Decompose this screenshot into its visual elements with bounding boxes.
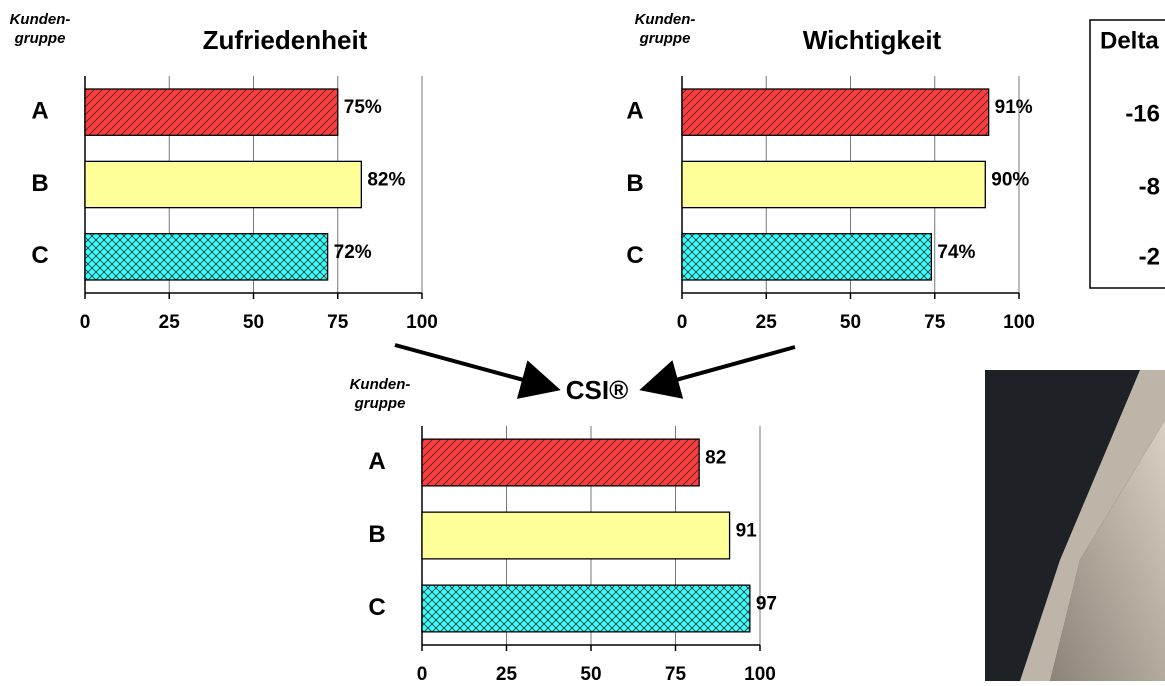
data-label: 82% [367, 170, 405, 191]
photo [985, 370, 1165, 681]
chart: CSI® Kunden-gruppe 0 25 50 75 100 A 82 B 91 C 97 [350, 375, 777, 681]
data-label: 82 [705, 448, 726, 469]
x-tick-label: 25 [159, 312, 181, 333]
y-tick-label: B [626, 170, 643, 197]
arrow [647, 347, 795, 388]
y-tick-label: C [626, 242, 643, 269]
data-label: 90% [991, 170, 1029, 191]
x-tick-label: 0 [677, 312, 688, 333]
delta-title: Delta [1100, 27, 1159, 54]
y-tick-label: A [368, 448, 385, 475]
chart-title: Zufriedenheit [203, 25, 368, 55]
y-tick-label: B [368, 521, 385, 548]
data-label: 72% [334, 242, 372, 263]
x-tick-label: 75 [924, 312, 946, 333]
bar [85, 89, 338, 135]
bar [682, 161, 985, 207]
axis-label: gruppe [639, 30, 691, 47]
delta-box: Delta -16 -8 -2 [1090, 20, 1165, 288]
page: Delta -16 -8 -2 Zufriedenheit Kunden-grup… [0, 0, 1165, 681]
x-tick-label: 50 [580, 664, 601, 681]
chart: Zufriedenheit Kunden-gruppe 0 25 50 75 100 A 75%… [10, 11, 438, 333]
y-tick-label: B [31, 170, 48, 197]
data-label: 91 [736, 521, 758, 542]
delta-value: -16 [1125, 100, 1160, 127]
x-tick-label: 75 [327, 312, 349, 333]
bar [85, 161, 361, 207]
x-tick-label: 50 [243, 312, 264, 333]
axis-label: Kunden- [635, 11, 696, 28]
axis-label: Kunden- [10, 11, 71, 28]
y-tick-label: A [31, 98, 48, 125]
x-tick-label: 100 [406, 312, 438, 333]
arrow [395, 345, 553, 388]
data-label: 75% [344, 97, 382, 118]
bar [422, 585, 750, 632]
bar [682, 234, 931, 280]
axis-label: Kunden- [350, 376, 411, 393]
bar [422, 512, 730, 559]
delta-value: -2 [1139, 243, 1160, 270]
x-tick-label: 50 [840, 312, 861, 333]
x-tick-label: 25 [756, 312, 778, 333]
bar [422, 439, 699, 486]
delta-value: -8 [1139, 173, 1160, 200]
x-tick-label: 0 [417, 664, 428, 681]
bar [85, 234, 328, 280]
x-tick-label: 100 [1003, 312, 1035, 333]
x-tick-label: 100 [744, 664, 776, 681]
data-label: 97 [756, 594, 777, 615]
chart-title: CSI® [566, 375, 629, 405]
axis-label: gruppe [14, 30, 66, 47]
chart: Wichtigkeit Kunden-gruppe 0 25 50 75 100 A 91% B 9… [626, 11, 1035, 333]
x-tick-label: 75 [665, 664, 687, 681]
x-tick-label: 0 [80, 312, 91, 333]
y-tick-label: C [368, 594, 385, 621]
bar [682, 89, 989, 135]
x-tick-label: 25 [496, 664, 518, 681]
y-tick-label: C [31, 242, 48, 269]
chart-title: Wichtigkeit [803, 25, 942, 55]
data-label: 91% [995, 97, 1033, 118]
y-tick-label: A [626, 98, 643, 125]
axis-label: gruppe [354, 395, 406, 412]
data-label: 74% [937, 242, 975, 263]
